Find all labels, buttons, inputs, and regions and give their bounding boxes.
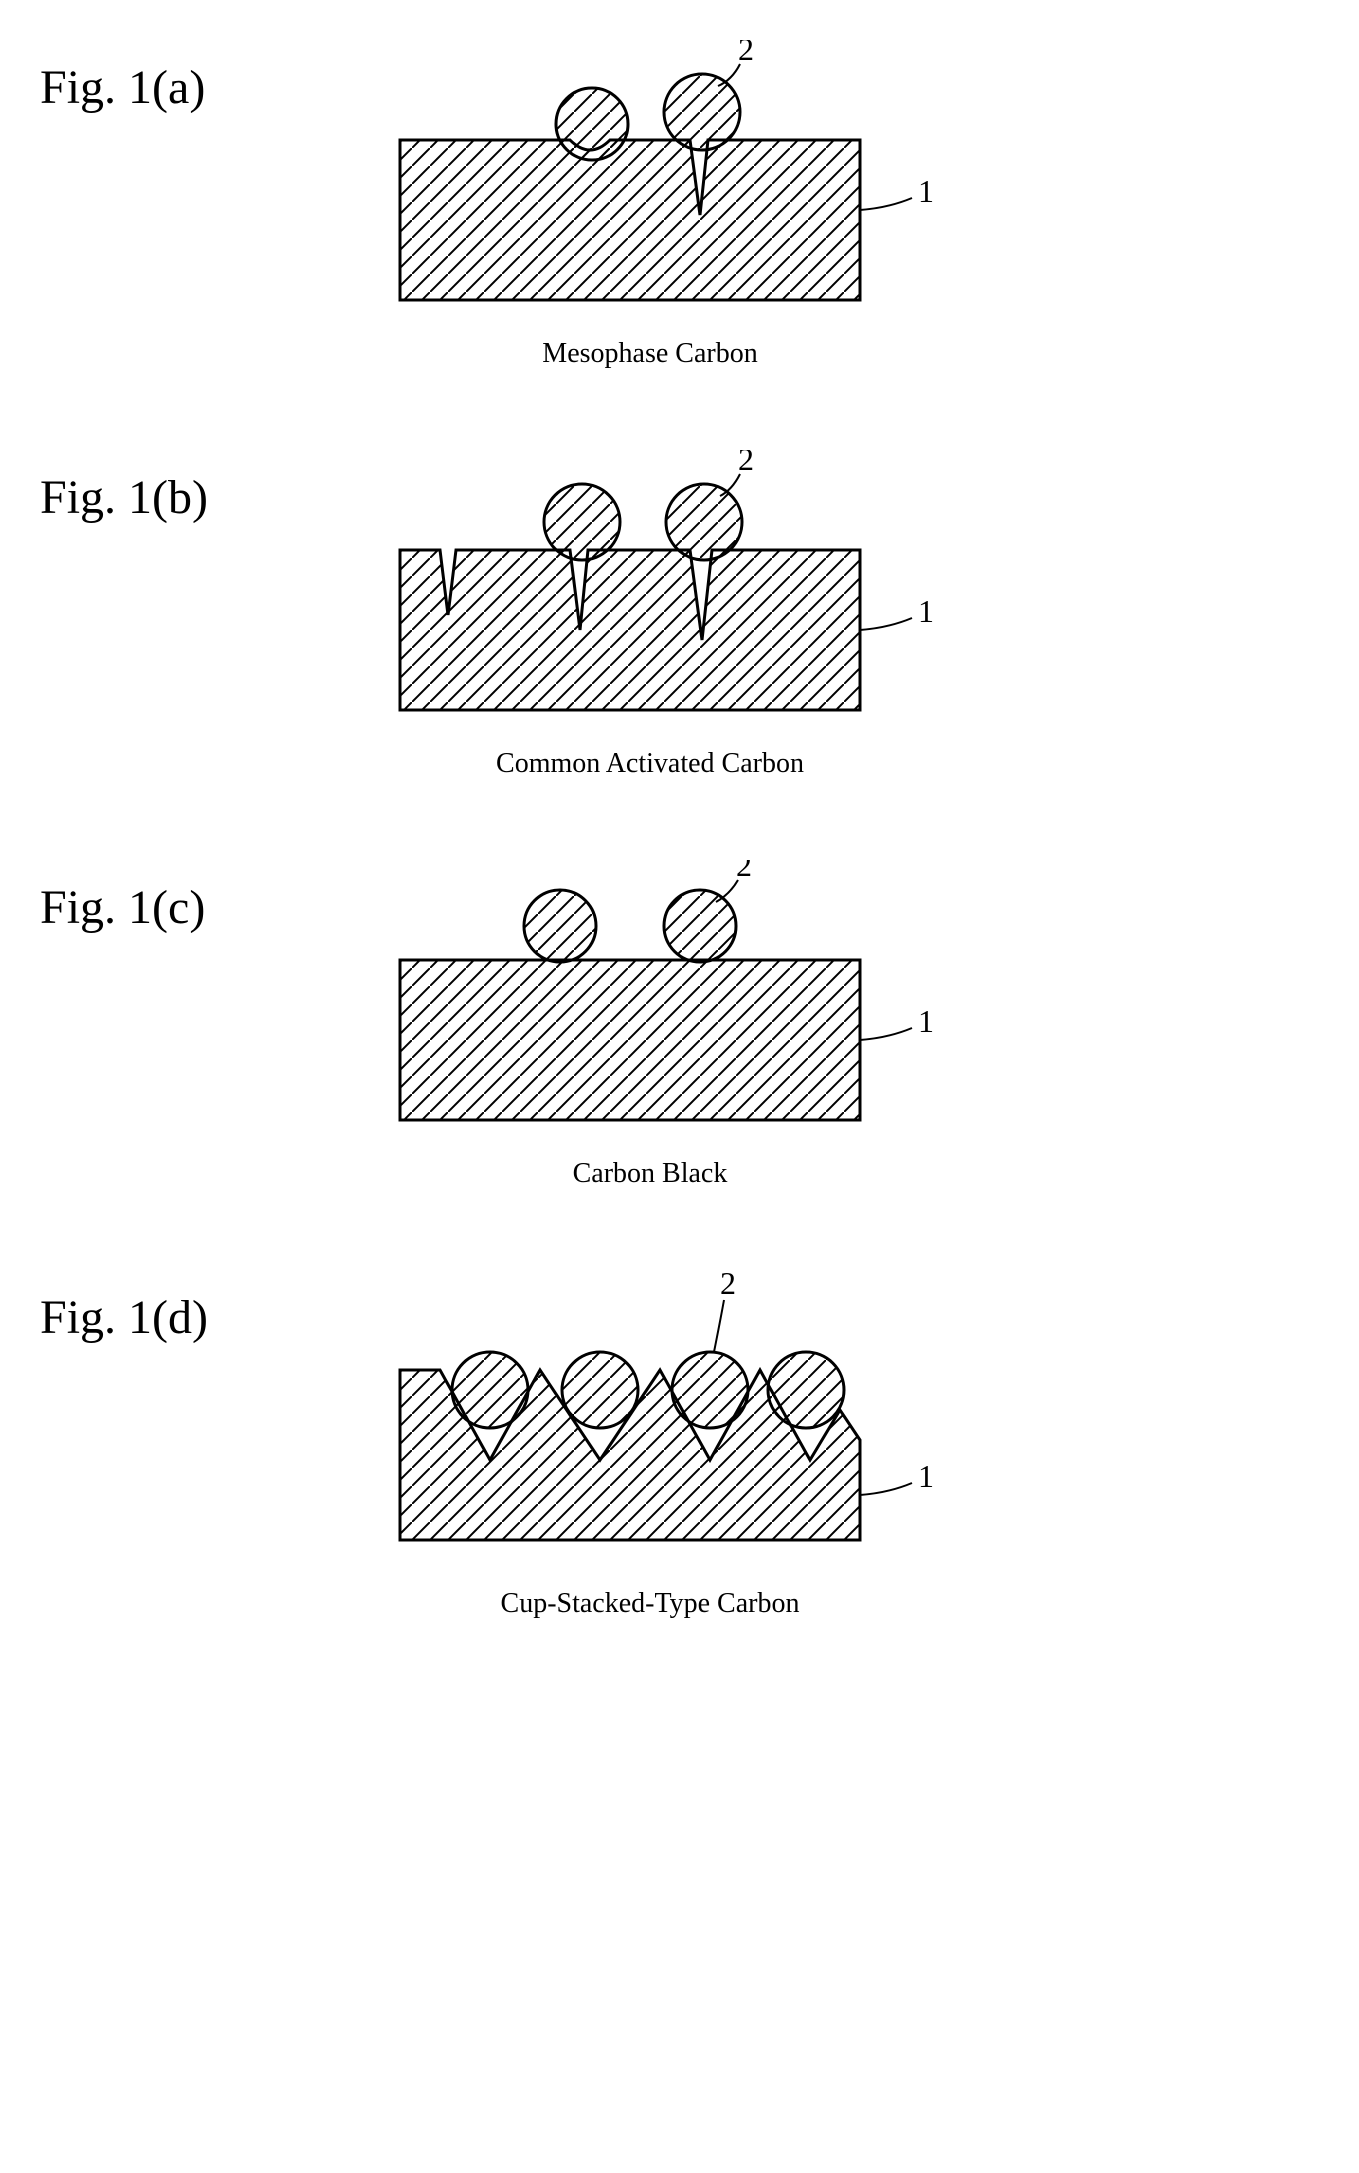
figure-panel-d: Fig. 1(d) 2 1 Cup-Stacked-Type Carbon (40, 1270, 1319, 1620)
figure-label: Fig. 1(c) (40, 860, 340, 935)
caption-a: Mesophase Carbon (542, 338, 757, 370)
caption-c: Carbon Black (573, 1158, 728, 1190)
substrate-label-1: 1 (918, 1003, 934, 1039)
diagram-svg-b: 2 1 (340, 450, 960, 740)
figure-panel-a: Fig. 1(a) 2 1 Mesophase Carbon (40, 40, 1319, 370)
callout-2: 2 (738, 450, 754, 477)
diagram-a: 2 1 Mesophase Carbon (340, 40, 960, 370)
figure-panel-b: Fig. 1(b) 2 1 Common Activated Carbon (40, 450, 1319, 780)
diagram-svg-a: 2 1 (340, 40, 960, 330)
diagram-svg-d: 2 1 (340, 1270, 960, 1580)
figure-label: Fig. 1(d) (40, 1270, 340, 1345)
callout-2: 2 (736, 860, 752, 883)
substrate-label-1: 1 (918, 593, 934, 629)
callout-2: 2 (738, 40, 754, 67)
caption-b: Common Activated Carbon (496, 748, 804, 780)
substrate-label-1: 1 (918, 1458, 934, 1494)
substrate-label-1: 1 (918, 173, 934, 209)
diagram-b: 2 1 Common Activated Carbon (340, 450, 960, 780)
figure-panel-c: Fig. 1(c) 2 1 Carbon Black (40, 860, 1319, 1190)
figure-label: Fig. 1(b) (40, 450, 340, 525)
callout-2: 2 (720, 1270, 736, 1301)
diagram-c: 2 1 Carbon Black (340, 860, 960, 1190)
diagram-d: 2 1 Cup-Stacked-Type Carbon (340, 1270, 960, 1620)
caption-d: Cup-Stacked-Type Carbon (501, 1588, 800, 1620)
diagram-svg-c: 2 1 (340, 860, 960, 1150)
figure-label: Fig. 1(a) (40, 40, 340, 115)
